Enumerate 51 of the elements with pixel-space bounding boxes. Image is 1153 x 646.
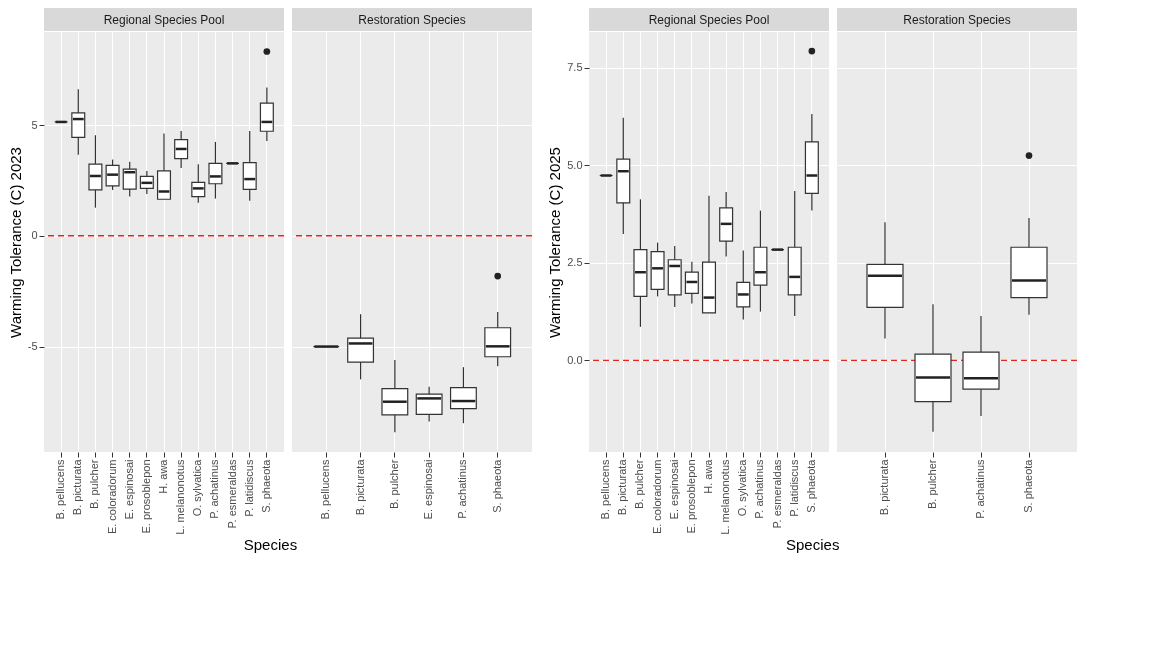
x-tick-label: E. espinosai xyxy=(422,459,435,520)
x-tick-label: S. phaeota xyxy=(259,458,272,513)
x-tick-label: P. achatinus xyxy=(753,459,766,519)
x-tick-label: B. pellucens xyxy=(319,459,332,520)
x-tick-label: L. melanonotus xyxy=(719,459,732,535)
x-tick-label: L. melanonotus xyxy=(174,459,187,535)
x-axis-title: Species xyxy=(786,536,840,554)
x-tick-label: B. picturata xyxy=(71,458,84,516)
x-tick-label: E. prosoblepon xyxy=(139,459,152,534)
x-tick-label: B. pulcher xyxy=(88,459,101,510)
chart-title: Regional Species Pool xyxy=(103,13,225,27)
y-tick-label: 0.0 xyxy=(567,353,583,366)
x-tick-label: B. pulcher xyxy=(633,459,646,510)
x-tick-label: S. phaeota xyxy=(490,458,503,513)
x-tick-label: B. picturata xyxy=(616,458,629,516)
x-tick-label: P. latidiscus xyxy=(242,459,255,517)
x-tick-label: O. sylvatica xyxy=(191,458,204,517)
x-axis-title: Species xyxy=(243,536,298,554)
y-axis-title: Warming Tolerance (C) 2025 xyxy=(546,147,564,338)
x-tick-label: B. picturata xyxy=(353,458,366,516)
x-tick-label: B. pulcher xyxy=(387,459,400,510)
x-tick-label: B. picturata xyxy=(878,458,890,516)
y-tick-label: -5 xyxy=(27,340,38,353)
x-tick-label: S. phaeota xyxy=(804,458,817,513)
x-tick-label: E. espinosai xyxy=(122,459,135,520)
x-tick-label: B. pulcher xyxy=(926,459,938,510)
x-tick-label: P. achatinus xyxy=(456,459,469,519)
x-tick-label: S. phaeota xyxy=(1022,458,1034,513)
chart-title: Regional Species Pool xyxy=(648,13,770,27)
x-tick-label: P. latidiscus xyxy=(787,459,800,517)
x-tick-label: P. achatinus xyxy=(974,459,986,519)
x-tick-label: E. coloradorum xyxy=(650,459,663,535)
y-axis-title: Warming Tolerance (C) 2023 xyxy=(6,147,24,338)
x-tick-label: P. achatinus xyxy=(208,459,221,519)
x-tick-label: E. prosoblepon xyxy=(684,459,697,534)
y-tick-label: 5 xyxy=(31,118,38,131)
chart-title: Restoration Species xyxy=(358,13,466,27)
x-tick-label: H. awa xyxy=(157,458,169,494)
chart-title: Restoration Species xyxy=(903,13,1011,27)
x-tick-label: H. awa xyxy=(702,458,714,494)
x-tick-label: B. pellucens xyxy=(54,459,67,520)
y-tick-label: 0 xyxy=(31,229,38,242)
x-tick-label: E. coloradorum xyxy=(105,459,118,535)
y-tick-label: 7.5 xyxy=(567,61,583,74)
y-tick-label: 5.0 xyxy=(567,158,583,171)
x-tick-label: P. esmeraldas xyxy=(770,459,783,529)
x-tick-label: B. pellucens xyxy=(599,459,612,520)
x-tick-label: O. sylvatica xyxy=(736,458,749,517)
x-tick-label: E. espinosai xyxy=(667,459,680,520)
x-tick-label: P. esmeraldas xyxy=(225,459,238,529)
y-tick-label: 2.5 xyxy=(567,256,583,269)
